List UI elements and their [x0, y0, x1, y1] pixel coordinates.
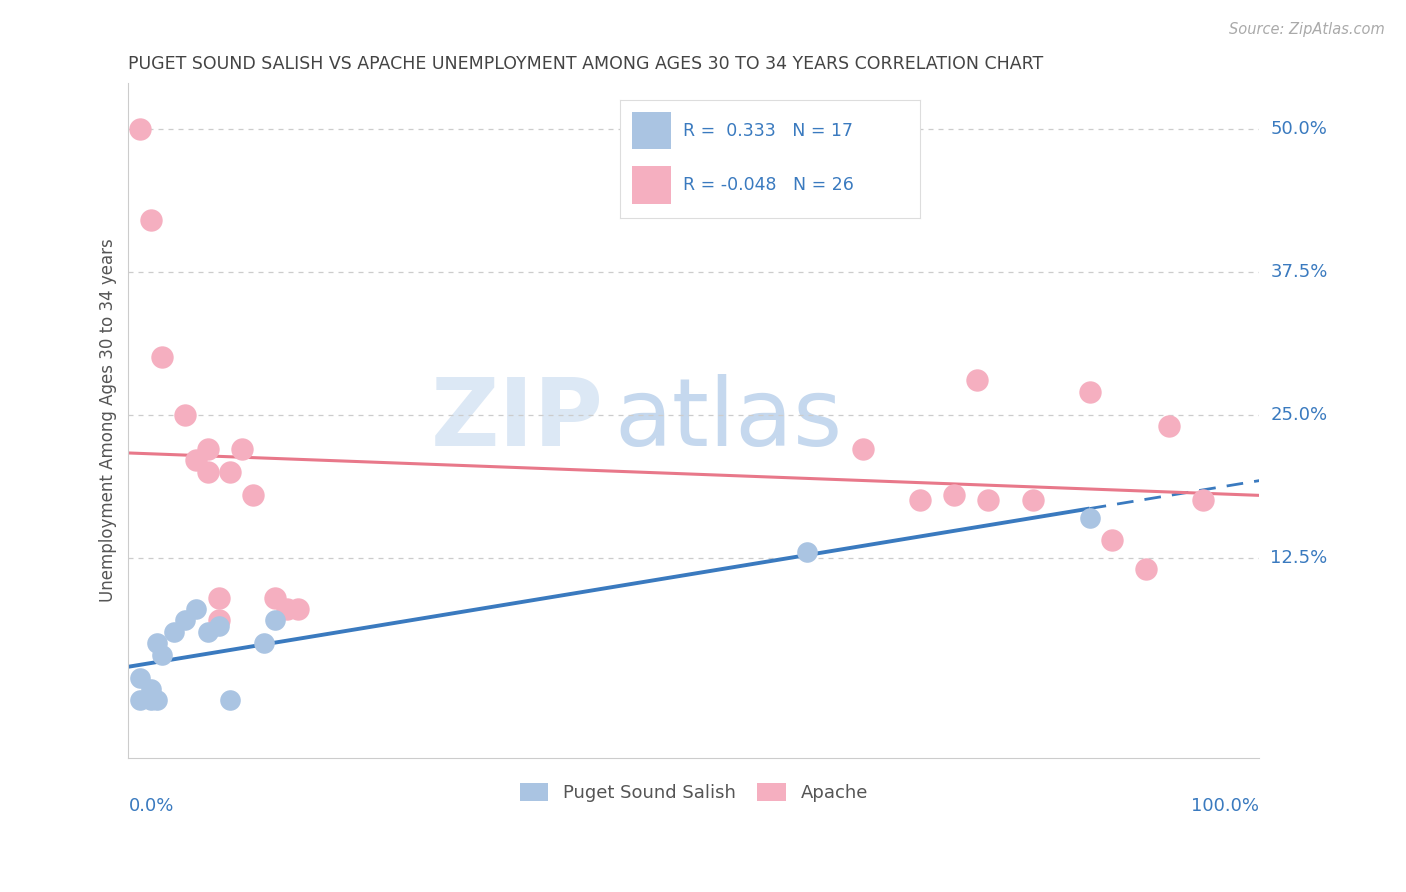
Point	[1101, 533, 1123, 548]
Point	[197, 465, 219, 479]
Point	[966, 373, 988, 387]
Point	[231, 442, 253, 456]
Point	[186, 453, 208, 467]
Text: 0.0%: 0.0%	[128, 797, 174, 814]
Point	[145, 636, 167, 650]
Point	[1191, 493, 1213, 508]
Point	[219, 465, 242, 479]
Point	[208, 591, 231, 605]
Point	[128, 121, 150, 136]
Legend: Puget Sound Salish, Apache: Puget Sound Salish, Apache	[512, 775, 876, 809]
Point	[208, 614, 231, 628]
Point	[908, 493, 931, 508]
Point	[174, 614, 197, 628]
Point	[197, 442, 219, 456]
Point	[174, 408, 197, 422]
Point	[186, 602, 208, 616]
Text: Source: ZipAtlas.com: Source: ZipAtlas.com	[1229, 22, 1385, 37]
Text: 37.5%: 37.5%	[1271, 263, 1327, 281]
Point	[139, 681, 162, 696]
Point	[152, 351, 174, 365]
Point	[1135, 562, 1157, 576]
Point	[128, 693, 150, 707]
Point	[163, 624, 186, 639]
Point	[942, 488, 965, 502]
Point	[128, 671, 150, 685]
Point	[139, 693, 162, 707]
Text: atlas: atlas	[614, 375, 844, 467]
Point	[242, 488, 264, 502]
Point	[139, 213, 162, 227]
Point	[264, 591, 287, 605]
Point	[208, 619, 231, 633]
Point	[1078, 384, 1101, 399]
Point	[1078, 510, 1101, 524]
Text: 100.0%: 100.0%	[1191, 797, 1260, 814]
Point	[197, 624, 219, 639]
Point	[219, 693, 242, 707]
Text: 12.5%: 12.5%	[1271, 549, 1327, 566]
Point	[253, 636, 276, 650]
Point	[145, 693, 167, 707]
Text: PUGET SOUND SALISH VS APACHE UNEMPLOYMENT AMONG AGES 30 TO 34 YEARS CORRELATION : PUGET SOUND SALISH VS APACHE UNEMPLOYMEN…	[128, 55, 1043, 73]
Point	[977, 493, 1000, 508]
Point	[1157, 419, 1180, 434]
Point	[1022, 493, 1045, 508]
Text: 50.0%: 50.0%	[1271, 120, 1327, 137]
Point	[264, 614, 287, 628]
Point	[852, 442, 875, 456]
Y-axis label: Unemployment Among Ages 30 to 34 years: Unemployment Among Ages 30 to 34 years	[100, 238, 117, 602]
Text: 25.0%: 25.0%	[1271, 406, 1327, 424]
Point	[287, 602, 309, 616]
Point	[796, 545, 818, 559]
Text: ZIP: ZIP	[430, 375, 603, 467]
Point	[276, 602, 298, 616]
Point	[152, 648, 174, 662]
